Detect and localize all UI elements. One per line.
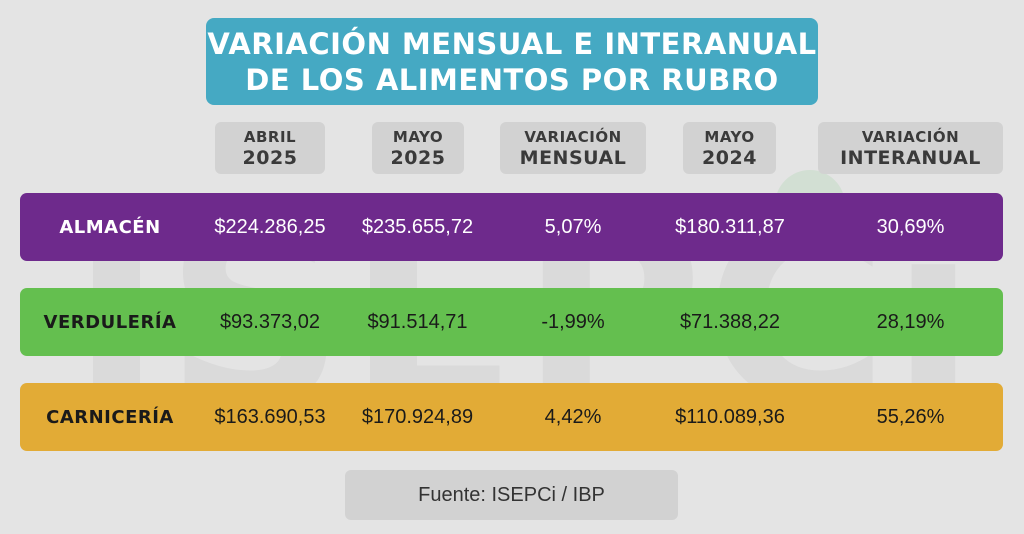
row-label: ALMACÉN	[59, 216, 161, 238]
column-header-bottom: 2025	[242, 146, 298, 169]
column-header-bottom: 2024	[702, 146, 757, 169]
column-header-variacion-interanual: VARIACIÓN INTERANUAL	[818, 122, 1003, 174]
column-header-top: VARIACIÓN	[861, 127, 960, 146]
column-header-bottom: 2025	[390, 146, 446, 169]
column-header-bottom: INTERANUAL	[840, 146, 981, 169]
column-header-bottom: MENSUAL	[519, 146, 627, 169]
table-cell: 55,26%	[876, 405, 945, 428]
column-header-mayo-2024: MAYO 2024	[683, 122, 776, 174]
table-cell: $180.311,87	[675, 215, 785, 238]
table-cell: 28,19%	[876, 310, 945, 333]
table-cell: $170.924,89	[361, 405, 474, 428]
table-cell: $224.286,25	[214, 215, 326, 238]
column-header-abril-2025: ABRIL 2025	[215, 122, 325, 174]
column-header-top: ABRIL	[243, 127, 297, 146]
row-label: VERDULERÍA	[43, 311, 177, 333]
table-cell: 30,69%	[876, 215, 945, 238]
table-cell: $235.655,72	[361, 215, 474, 238]
table-cell: $163.690,53	[214, 405, 326, 428]
column-header-top: VARIACIÓN	[524, 127, 622, 146]
table-cell: $71.388,22	[679, 310, 781, 333]
column-header-variacion-mensual: VARIACIÓN MENSUAL	[500, 122, 646, 174]
title-line-2: DE LOS ALIMENTOS POR RUBRO	[245, 62, 779, 97]
table-row-almacen: ALMACÉN $224.286,25 $235.655,72 5,07% $1…	[20, 193, 1003, 261]
title-line-1: VARIACIÓN MENSUAL E INTERANUAL	[207, 26, 817, 61]
row-label: CARNICERÍA	[46, 406, 174, 428]
table-cell: $93.373,02	[219, 310, 321, 333]
column-header-mayo-2025: MAYO 2025	[372, 122, 464, 174]
table-row-verduleria: VERDULERÍA $93.373,02 $91.514,71 -1,99% …	[20, 288, 1003, 356]
table-cell: -1,99%	[541, 310, 605, 333]
column-header-top: MAYO	[392, 127, 444, 146]
table-cell: $110.089,36	[675, 405, 785, 428]
table-cell: 5,07%	[544, 215, 602, 238]
table-cell: 4,42%	[544, 405, 602, 428]
table-cell: $91.514,71	[367, 310, 468, 333]
column-header-top: MAYO	[704, 127, 755, 146]
chart-title-box: VARIACIÓN MENSUAL E INTERANUAL DE LOS AL…	[206, 18, 818, 105]
table-row-carniceria: CARNICERÍA $163.690,53 $170.924,89 4,42%…	[20, 383, 1003, 451]
source-note: Fuente: ISEPCi / IBP	[345, 470, 678, 520]
